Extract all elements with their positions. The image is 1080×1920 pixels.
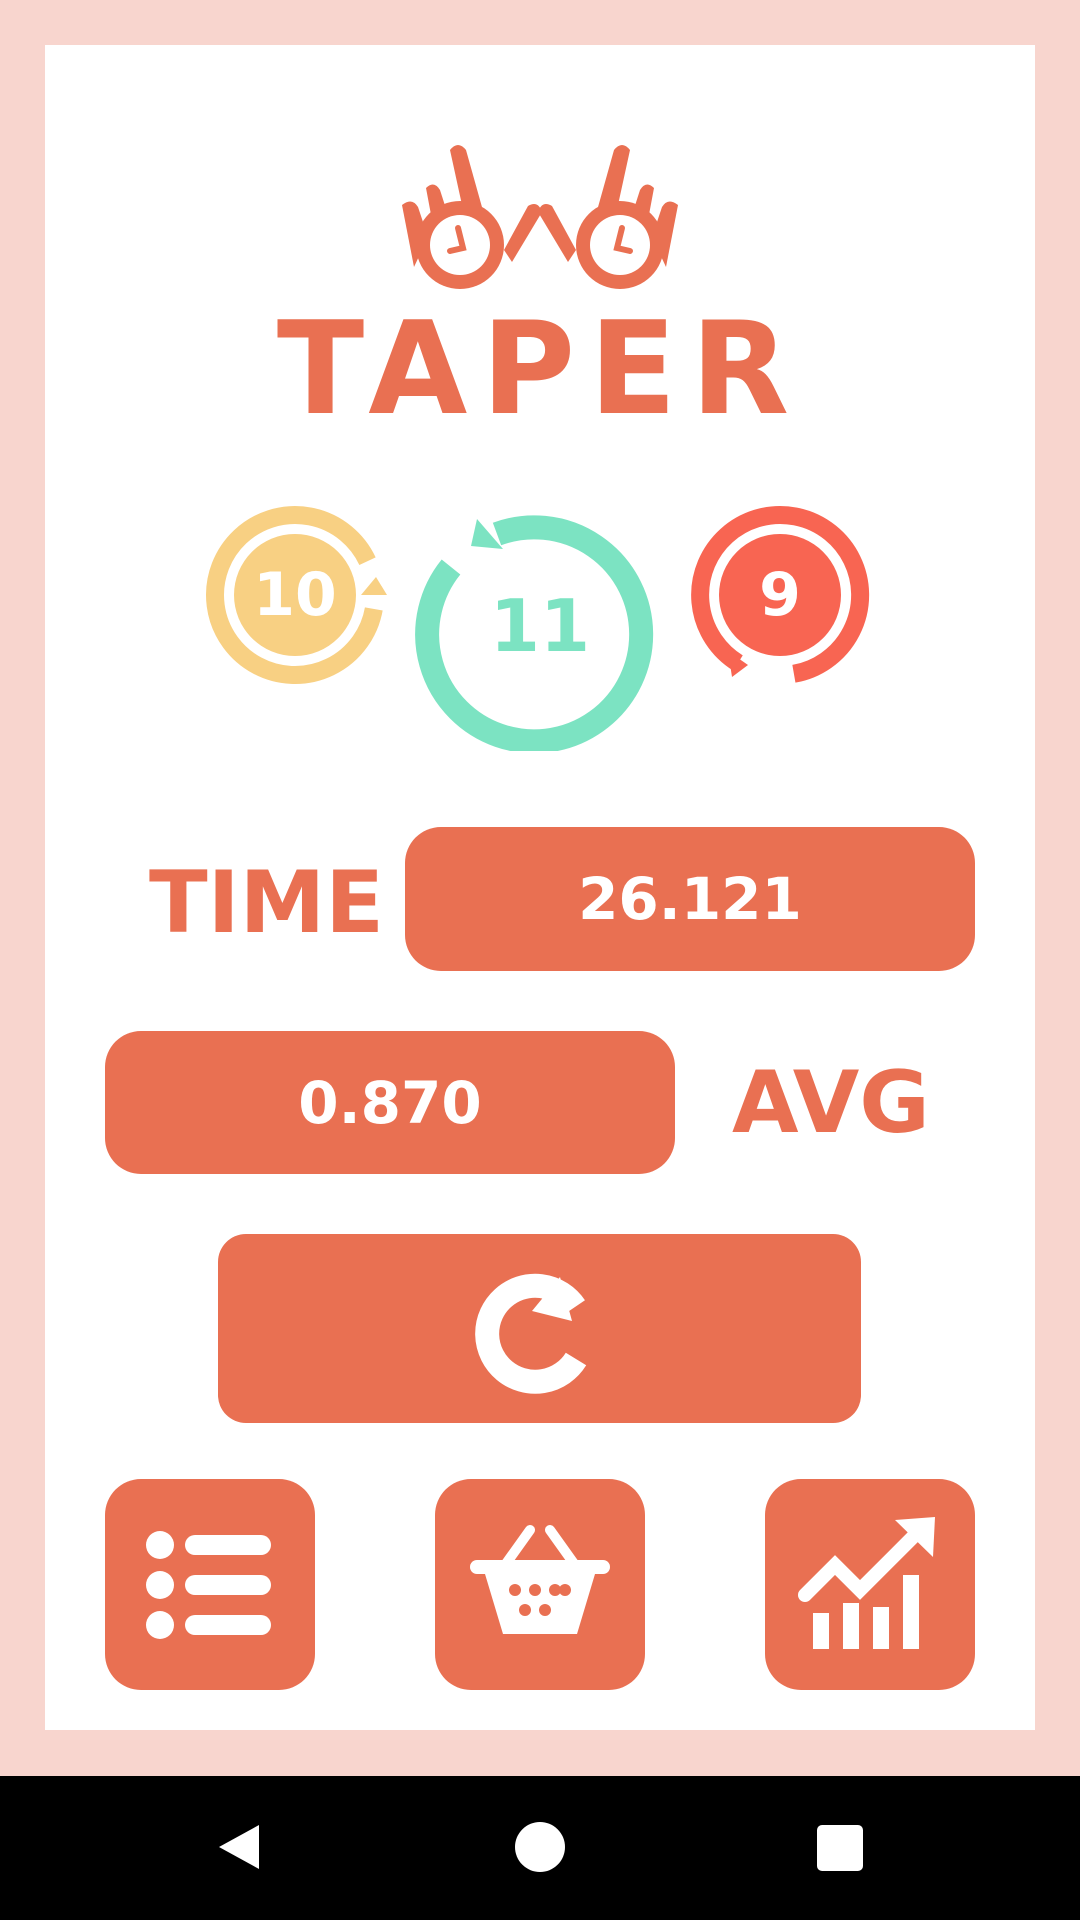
counter-value: 10 bbox=[253, 560, 337, 630]
hands-clock-logo bbox=[402, 145, 678, 289]
app-title: TAPER bbox=[276, 295, 804, 444]
counter-value: 9 bbox=[759, 560, 801, 630]
chart-icon bbox=[798, 1516, 935, 1649]
time-value: 26.121 bbox=[405, 827, 975, 971]
shop-button[interactable] bbox=[435, 1479, 645, 1690]
basket-icon bbox=[470, 1524, 610, 1634]
home-icon[interactable] bbox=[515, 1822, 565, 1872]
time-label: TIME bbox=[149, 852, 384, 953]
rotate-arrow-icon bbox=[415, 515, 654, 754]
recents-icon[interactable] bbox=[817, 1825, 863, 1871]
rotate-arrow-icon bbox=[206, 506, 387, 685]
reset-icon bbox=[474, 1273, 586, 1394]
counter-value: 11 bbox=[489, 584, 591, 668]
stats-button[interactable] bbox=[765, 1479, 975, 1690]
list-icon bbox=[146, 1530, 271, 1639]
back-icon[interactable] bbox=[215, 1822, 265, 1872]
rotate-arrow-icon bbox=[691, 506, 870, 683]
system-nav-bar bbox=[0, 1776, 1080, 1920]
counter-yellow[interactable]: 10 bbox=[195, 495, 395, 695]
list-button[interactable] bbox=[105, 1479, 315, 1690]
counter-green[interactable]: 11 bbox=[415, 501, 665, 754]
avg-value: 0.870 bbox=[105, 1031, 675, 1174]
counter-red[interactable]: 9 bbox=[680, 495, 880, 695]
avg-label: AVG bbox=[732, 1052, 930, 1153]
reset-button[interactable] bbox=[218, 1234, 861, 1423]
